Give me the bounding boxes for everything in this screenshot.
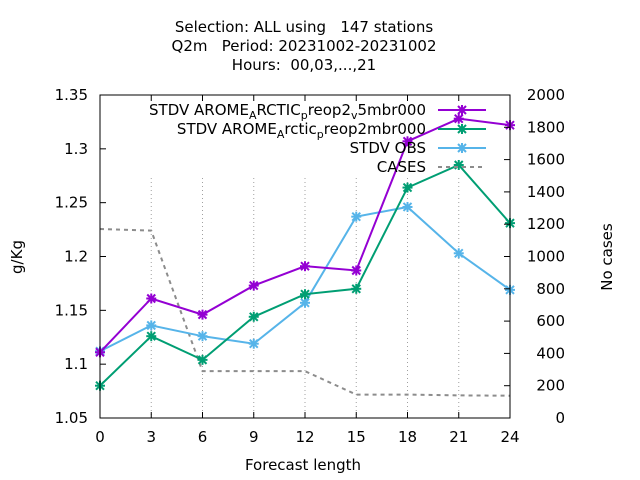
data-point xyxy=(453,113,464,124)
y-tick-label: 1.3 xyxy=(64,140,88,158)
legend-label: STDV AROMEARCTICpreop2v5mbr000 xyxy=(149,101,426,122)
data-point xyxy=(402,182,413,193)
y-axis-label: g/Kg xyxy=(8,240,26,274)
legend-label: STDV OBS xyxy=(350,139,426,157)
x-tick-label: 3 xyxy=(146,428,156,446)
y-tick-label: 1.35 xyxy=(55,86,88,104)
data-point xyxy=(351,211,362,222)
x-tick-label: 0 xyxy=(95,428,105,446)
x-tick-label: 15 xyxy=(347,428,366,446)
plot-frame xyxy=(99,94,511,419)
data-point xyxy=(453,159,464,170)
data-point xyxy=(197,354,208,365)
data-point xyxy=(300,261,310,272)
data-point xyxy=(453,248,464,259)
y-tick-label: 1.2 xyxy=(64,248,88,266)
series-line xyxy=(99,117,511,354)
x-axis-label: Forecast length xyxy=(245,456,361,474)
data-point xyxy=(351,265,362,276)
y2-axis-label: No cases xyxy=(598,223,616,291)
data-point xyxy=(402,136,413,147)
data-point xyxy=(146,320,157,331)
y2-tick-label: 1200 xyxy=(527,215,565,233)
y-tick-label: 1.25 xyxy=(55,194,88,212)
y2-tick-label: 400 xyxy=(536,344,565,362)
x-tick-label: 6 xyxy=(198,428,208,446)
title-line: Hours: 00,03,...,21 xyxy=(232,56,376,74)
x-tick-label: 18 xyxy=(398,428,417,446)
data-point xyxy=(457,105,467,115)
y2-tick-label: 800 xyxy=(536,280,565,298)
data-point xyxy=(402,201,413,212)
data-point xyxy=(457,143,467,153)
x-tick-label: 9 xyxy=(249,428,259,446)
title-line: Q2m Period: 20231002-20231002 xyxy=(172,37,437,55)
series-line xyxy=(99,205,511,353)
data-point xyxy=(248,280,259,291)
data-point xyxy=(300,289,310,300)
y2-tick-label: 200 xyxy=(536,377,565,395)
data-point xyxy=(146,331,157,342)
data-point xyxy=(197,309,208,320)
data-point xyxy=(351,283,362,294)
data-point xyxy=(300,297,310,308)
y-tick-label: 1.1 xyxy=(64,355,88,373)
x-tick-label: 12 xyxy=(295,428,314,446)
x-tick-label: 21 xyxy=(449,428,468,446)
data-point xyxy=(457,124,467,134)
legend-label: CASES xyxy=(377,158,426,176)
y2-tick-label: 1000 xyxy=(527,248,565,266)
axis-ticks: 0 3 6 9 12 15 18 21 24 1.05 1.1 1.15 1.2 1.25 1.3 1.35 0… xyxy=(55,86,565,446)
x-tick-label: 24 xyxy=(500,428,519,446)
data-point xyxy=(197,331,208,342)
y2-tick-label: 1600 xyxy=(527,151,565,169)
y2-tick-label: 600 xyxy=(536,312,565,330)
title-line: Selection: ALL using 147 stations xyxy=(175,18,434,36)
data-point xyxy=(248,338,259,349)
y-tick-label: 1.15 xyxy=(55,301,88,319)
data-point xyxy=(248,311,259,322)
y2-tick-label: 2000 xyxy=(527,86,565,104)
y2-tick-label: 0 xyxy=(555,409,565,427)
y2-tick-label: 1800 xyxy=(527,118,565,136)
data-point xyxy=(146,293,157,304)
y-tick-label: 1.05 xyxy=(55,409,88,427)
y2-tick-label: 1400 xyxy=(527,183,565,201)
legend-label: STDV AROMEArcticpreop2mbr000 xyxy=(177,120,426,141)
